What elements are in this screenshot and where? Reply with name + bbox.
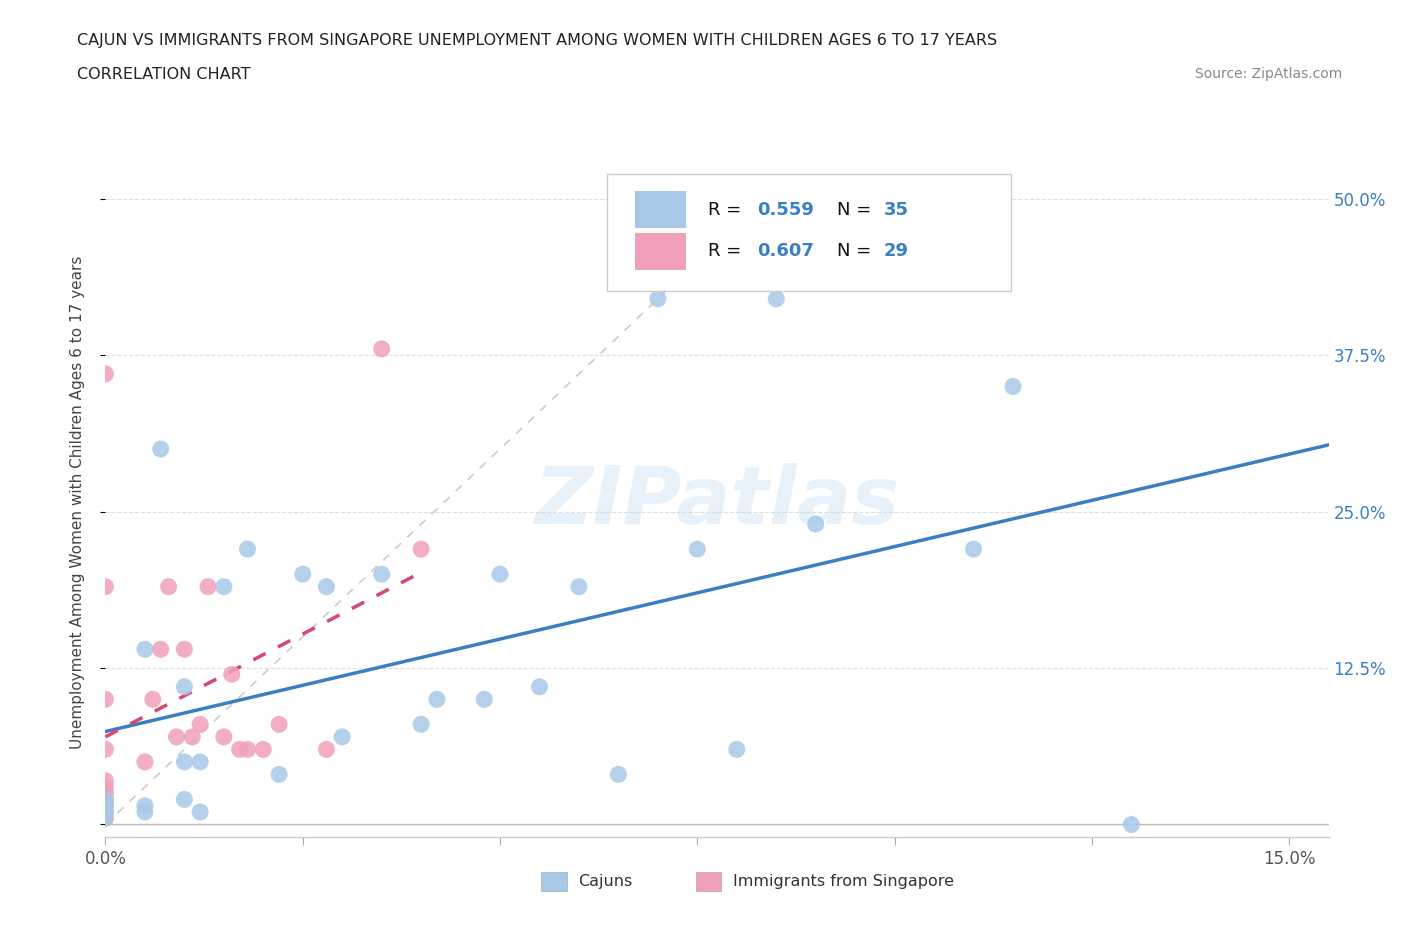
- Point: [686, 541, 709, 556]
- Text: 0.607: 0.607: [758, 242, 814, 260]
- Point: [1121, 817, 1143, 832]
- Point: [962, 541, 984, 556]
- Point: [197, 579, 219, 594]
- Point: [94, 798, 117, 813]
- Point: [568, 579, 591, 594]
- Point: [472, 692, 495, 707]
- Text: N =: N =: [837, 242, 877, 260]
- Point: [252, 742, 274, 757]
- Text: CORRELATION CHART: CORRELATION CHART: [77, 67, 250, 82]
- Point: [765, 291, 787, 306]
- Bar: [636, 232, 686, 270]
- Text: ZIPatlas: ZIPatlas: [534, 463, 900, 541]
- Point: [188, 804, 211, 819]
- Text: N =: N =: [837, 201, 877, 219]
- Point: [94, 366, 117, 381]
- Point: [149, 442, 172, 457]
- Point: [267, 767, 290, 782]
- Text: 29: 29: [883, 242, 908, 260]
- Text: CAJUN VS IMMIGRANTS FROM SINGAPORE UNEMPLOYMENT AMONG WOMEN WITH CHILDREN AGES 6: CAJUN VS IMMIGRANTS FROM SINGAPORE UNEMP…: [77, 33, 997, 47]
- Point: [94, 579, 117, 594]
- Point: [291, 566, 314, 581]
- Point: [94, 742, 117, 757]
- Point: [94, 804, 117, 819]
- Point: [134, 798, 156, 813]
- Point: [236, 742, 259, 757]
- Text: 0.559: 0.559: [758, 201, 814, 219]
- Point: [607, 767, 630, 782]
- Point: [149, 642, 172, 657]
- Bar: [636, 192, 686, 228]
- Point: [157, 579, 180, 594]
- Point: [94, 773, 117, 788]
- Point: [173, 754, 195, 769]
- Point: [94, 811, 117, 826]
- Text: 35: 35: [883, 201, 908, 219]
- Point: [411, 717, 433, 732]
- Point: [647, 291, 669, 306]
- Point: [489, 566, 512, 581]
- Point: [181, 729, 204, 744]
- Point: [315, 742, 337, 757]
- Point: [411, 541, 433, 556]
- Point: [188, 717, 211, 732]
- Point: [330, 729, 353, 744]
- Point: [370, 566, 392, 581]
- Point: [94, 786, 117, 801]
- Point: [94, 692, 117, 707]
- Point: [166, 729, 188, 744]
- Point: [228, 742, 250, 757]
- Point: [94, 792, 117, 807]
- FancyBboxPatch shape: [607, 174, 1011, 291]
- Point: [529, 680, 551, 695]
- Point: [94, 798, 117, 813]
- Point: [94, 779, 117, 794]
- Point: [134, 642, 156, 657]
- Text: Source: ZipAtlas.com: Source: ZipAtlas.com: [1195, 67, 1343, 81]
- Y-axis label: Unemployment Among Women with Children Ages 6 to 17 years: Unemployment Among Women with Children A…: [70, 256, 84, 749]
- Point: [267, 717, 290, 732]
- Point: [1001, 379, 1024, 394]
- Text: R =: R =: [709, 242, 748, 260]
- Point: [173, 642, 195, 657]
- Point: [725, 742, 748, 757]
- Point: [212, 729, 235, 744]
- Point: [94, 811, 117, 826]
- Point: [315, 579, 337, 594]
- Point: [134, 804, 156, 819]
- Point: [94, 792, 117, 807]
- Point: [236, 541, 259, 556]
- Point: [134, 754, 156, 769]
- Point: [212, 579, 235, 594]
- Point: [173, 792, 195, 807]
- Point: [173, 680, 195, 695]
- Point: [426, 692, 449, 707]
- Text: Immigrants from Singapore: Immigrants from Singapore: [733, 874, 953, 889]
- Point: [188, 754, 211, 769]
- Text: Cajuns: Cajuns: [578, 874, 633, 889]
- Point: [221, 667, 243, 682]
- Point: [142, 692, 165, 707]
- Point: [94, 804, 117, 819]
- Text: R =: R =: [709, 201, 748, 219]
- Point: [370, 341, 392, 356]
- Point: [804, 517, 827, 532]
